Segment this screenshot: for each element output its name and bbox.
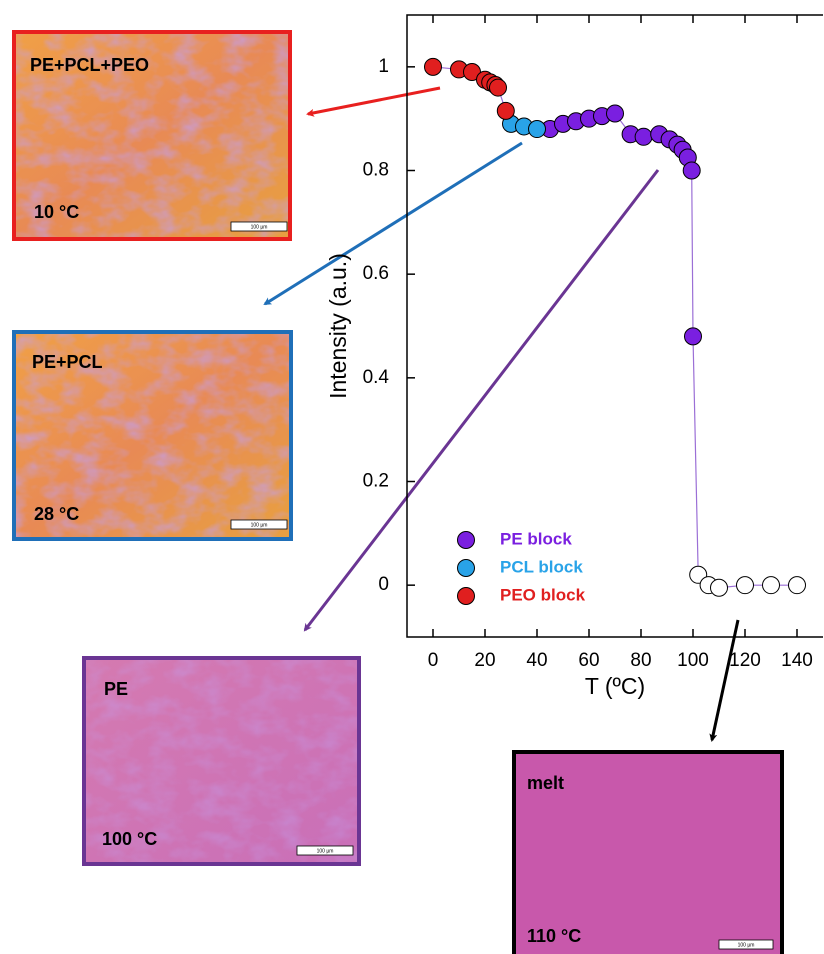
data-point (789, 577, 806, 594)
x-tick-label: 60 (578, 650, 599, 671)
data-point (711, 579, 728, 596)
micrograph-panel: melt 110 °C 100 µm (514, 752, 782, 954)
micrograph-panel: PE+PCL 28 °C 100 µm (14, 332, 291, 539)
legend-label: PEO block (500, 585, 586, 604)
x-axis-label: T (ºC) (585, 673, 645, 699)
data-point (529, 121, 546, 138)
scale-label: 100 µm (251, 522, 268, 528)
x-tick-label: 0 (428, 650, 439, 671)
data-point (607, 105, 624, 122)
panel-label: PE (104, 679, 128, 699)
data-point (635, 128, 652, 145)
y-tick-label: 0.8 (363, 160, 389, 181)
x-tick-label: 20 (474, 650, 495, 671)
y-tick-label: 0 (378, 574, 389, 595)
legend-label: PCL block (500, 557, 583, 576)
y-tick-label: 0.2 (363, 471, 389, 492)
arrow (305, 170, 658, 630)
y-tick-label: 1 (378, 56, 389, 77)
arrow (712, 620, 738, 740)
x-tick-label: 80 (630, 650, 651, 671)
panel-temperature: 10 °C (34, 202, 79, 222)
x-tick-label: 40 (526, 650, 547, 671)
y-tick-label: 0.4 (363, 367, 390, 388)
data-point (763, 577, 780, 594)
micrograph-panel: PE 100 °C 100 µm (84, 658, 359, 864)
y-tick-label: 0.6 (363, 263, 389, 284)
panel-temperature: 28 °C (34, 504, 79, 524)
x-tick-label: 120 (729, 650, 761, 671)
legend-marker (458, 560, 475, 577)
y-axis-label: Intensity (a.u.) (325, 253, 351, 399)
panel-label: melt (527, 773, 564, 793)
micrograph-panel: PE+PCL+PEO 10 °C 100 µm (14, 32, 290, 239)
arrow (265, 143, 522, 304)
panel-temperature: 110 °C (527, 926, 581, 946)
legend-label: PE block (500, 529, 572, 548)
legend-marker (458, 588, 475, 605)
arrow (308, 88, 440, 114)
scale-label: 100 µm (251, 224, 268, 230)
data-point (685, 328, 702, 345)
panel-temperature: 100 °C (102, 829, 157, 849)
connecting-line (433, 67, 797, 588)
scale-label: 100 µm (317, 848, 334, 854)
plot-area: 0 0.2 0.4 0.6 0.8 1 0 20 40 60 80 100 120 140 PE block… (363, 15, 823, 671)
data-point (683, 162, 700, 179)
x-tick-label: 140 (781, 650, 813, 671)
data-point (737, 577, 754, 594)
data-point (490, 79, 507, 96)
scale-label: 100 µm (738, 942, 755, 948)
legend-marker (458, 532, 475, 549)
data-point (497, 102, 514, 119)
x-tick-label: 100 (677, 650, 709, 671)
panel-label: PE+PCL+PEO (30, 55, 149, 75)
data-point (425, 58, 442, 75)
figure: PE+PCL+PEO 10 °C 100 µm PE+PCL 28 °C 100… (0, 0, 824, 954)
panel-label: PE+PCL (32, 352, 103, 372)
